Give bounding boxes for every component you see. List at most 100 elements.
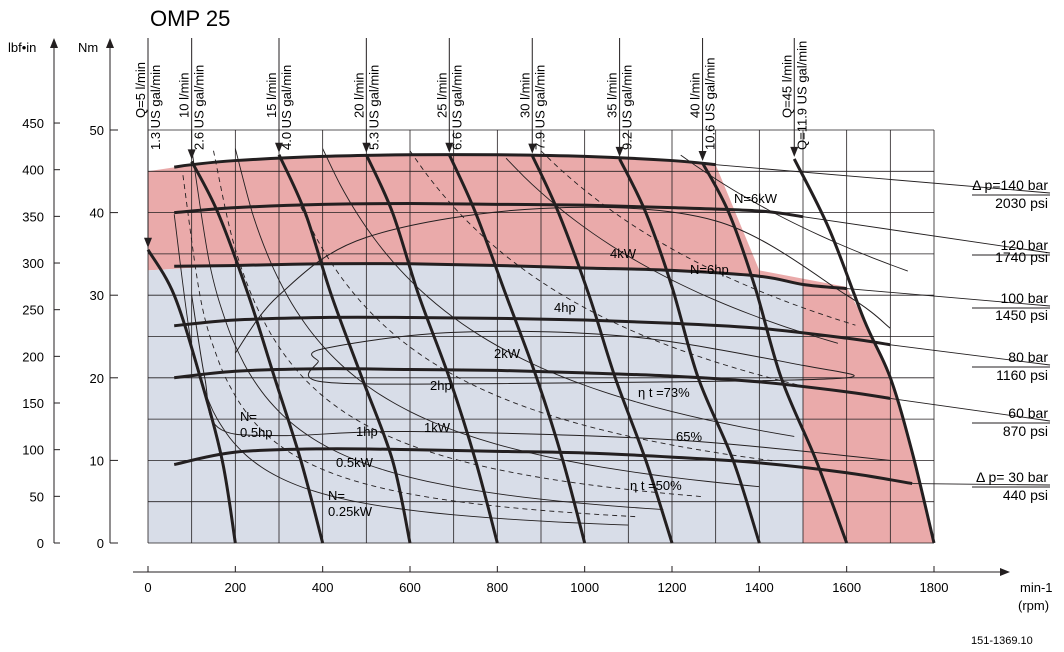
flow-labels: Q=5 l/min 1.3 US gal/min 10 l/min 2.6 US ga… [133,38,809,248]
flow-curve [190,160,325,544]
y-axis-nm-arrow [106,38,114,48]
pressure-label-psi: 2030 psi [995,195,1048,211]
power-hp-label: 0.5hp [240,425,273,440]
power-hp-label: N= [240,409,257,424]
chart-title: OMP 25 [150,6,230,31]
flow-label-lmin: 10 l/min [177,72,192,118]
pressure-curve [174,262,847,291]
flow-label-lmin: Q=5 l/min [133,62,148,118]
flow-curve [530,154,674,544]
lbfin-tick-label: 0 [37,536,44,551]
pressure-leader [715,164,1051,194]
continuous-area [148,263,803,543]
pressure-label-bar: 100 bar [1001,290,1049,306]
flow-curve [364,154,499,544]
pressure-curve [174,202,804,219]
flow-curve [146,249,237,544]
flow-label-lmin: 40 l/min [688,72,703,118]
flow-curve [792,158,936,544]
flow-arrow [144,237,152,248]
flow-label-lmin: 20 l/min [351,72,366,118]
intermittent-area [148,154,934,543]
flow-label-usgal: 4.0 US gal/min [279,65,294,150]
power-hp-line [213,150,703,498]
pressure-label-bar: Δ p=140 bar [972,177,1048,193]
lbfin-tick-label: 400 [22,163,44,178]
flow-arrow [615,146,624,157]
annotations: N=6kW4kW2kW1kW0.5kWN=0.25kWN=6hp4hp2hp1h… [240,191,778,519]
flow-curve [447,154,587,544]
pressure-label-psi: 1450 psi [995,307,1048,323]
power-hp-line [409,150,812,389]
pressure-leader [802,216,1051,254]
lbfin-tick-label: 450 [22,116,44,131]
pressure-leader [846,288,1051,307]
lbfin-tick-label: 350 [22,209,44,224]
flow-label-usgal: 10.6 US gal/min [703,58,718,151]
power-hp-line [182,175,638,518]
pressure-label-psi: 1160 psi [996,367,1048,383]
efficiency-50-loop [191,295,891,461]
pressure-leader [890,344,1051,366]
flow-label-usgal: 5.3 US gal/min [366,65,381,150]
pressure-leader [912,483,1051,486]
pressure-label-bar: Δ p= 30 bar [976,469,1048,485]
power-hp-label: 4hp [554,300,576,315]
nm-tick-label: 0 [97,536,104,551]
lbfin-tick-label: 200 [22,349,44,364]
power-kw-line [505,157,839,344]
efficiency-label: η t =73% [638,385,690,400]
x-axis-arrow [1000,568,1010,576]
efficiency-73-loop [307,330,855,385]
lbfin-tick-label: 100 [22,443,44,458]
x-tick-label: 1600 [832,580,861,595]
power-kw-label: 2kW [494,346,521,361]
nm-tick-label: 50 [90,123,104,138]
flow-curve [277,154,412,544]
x-tick-label: 200 [224,580,246,595]
flow-label-usgal: 1.3 US gal/min [148,65,163,150]
flow-arrow [698,151,707,162]
flow-label-usgal: Q=11.9 US gal/min [794,41,809,150]
pressure-label-bar: 80 bar [1008,349,1048,365]
flow-label-lmin: 15 l/min [264,72,279,118]
flow-label-usgal: 2.6 US gal/min [192,65,207,150]
x-axis-label: min-1 [1020,580,1053,595]
axes [50,38,1010,576]
power-kw-label: N=6kW [734,191,778,206]
lbfin-tick-label: 50 [30,489,44,504]
flow-label-lmin: Q=45 l/min [779,55,794,118]
pressure-label-psi: 870 psi [1003,423,1048,439]
lbfin-tick-label: 250 [22,303,44,318]
flow-arrow [187,149,196,160]
power-hp-label: 1hp [356,424,378,439]
pressure-label-psi: 1740 psi [995,249,1048,265]
flow-curves [146,154,936,544]
pressure-curve [174,367,891,400]
x-tick-label: 0 [144,580,151,595]
efficiency-label: η t =50% [630,478,682,493]
flow-arrow [445,142,454,153]
flow-arrow [362,142,371,153]
pressure-label-bar: 120 bar [1001,237,1049,253]
power-kw-line [234,148,760,488]
power-hp-label: 2hp [430,378,452,393]
flow-label-lmin: 25 l/min [434,72,449,118]
y-axis-lbfin-arrow [50,38,58,48]
power-kw-label: N= [328,488,345,503]
pressure-curve [173,153,716,169]
pressure-label-bar: 60 bar [1008,405,1048,421]
power-kw-label: 0.5kW [336,455,374,470]
lbfin-tick-label: 300 [22,256,44,271]
pressure-leader [890,398,1051,422]
flow-label-usgal: 9.2 US gal/min [620,65,635,150]
flow-curve [618,158,761,544]
flow-arrow [528,143,537,154]
power-kw-line [173,214,629,526]
nm-tick-label: 30 [90,288,104,303]
x-tick-label: 1800 [920,580,949,595]
x-tick-label: 600 [399,580,421,595]
nm-tick-label: 40 [90,206,104,221]
